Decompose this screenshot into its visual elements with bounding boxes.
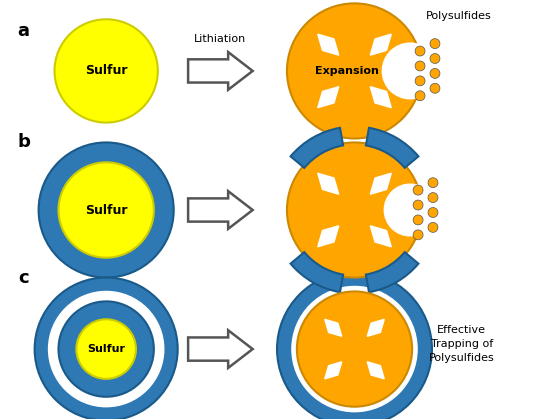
- Text: Lithiation: Lithiation: [194, 34, 246, 44]
- Circle shape: [58, 162, 154, 258]
- Polygon shape: [188, 330, 253, 368]
- Circle shape: [54, 19, 158, 123]
- Polygon shape: [318, 34, 339, 55]
- Polygon shape: [370, 173, 391, 194]
- Circle shape: [428, 193, 438, 202]
- Circle shape: [58, 302, 154, 397]
- Polygon shape: [325, 319, 342, 336]
- Text: c: c: [18, 268, 29, 286]
- Circle shape: [430, 53, 440, 63]
- Polygon shape: [367, 362, 384, 379]
- Circle shape: [430, 83, 440, 93]
- Wedge shape: [366, 252, 418, 292]
- Wedge shape: [291, 128, 343, 168]
- Circle shape: [382, 43, 438, 99]
- Text: Expansion: Expansion: [315, 66, 379, 76]
- Circle shape: [76, 319, 136, 379]
- Circle shape: [35, 278, 178, 420]
- Text: Effective
Trapping of
Polysulfides: Effective Trapping of Polysulfides: [429, 325, 494, 363]
- Circle shape: [428, 207, 438, 218]
- Polygon shape: [318, 226, 339, 247]
- Circle shape: [415, 91, 425, 101]
- Text: b: b: [17, 134, 30, 152]
- Circle shape: [430, 68, 440, 79]
- Text: Sulfur: Sulfur: [85, 204, 128, 216]
- Polygon shape: [318, 87, 339, 108]
- Polygon shape: [318, 173, 339, 194]
- Circle shape: [428, 223, 438, 232]
- Circle shape: [49, 291, 164, 407]
- Text: Polysulfides: Polysulfides: [426, 11, 492, 21]
- Circle shape: [287, 142, 422, 278]
- Polygon shape: [370, 226, 391, 247]
- Circle shape: [428, 178, 438, 188]
- Circle shape: [415, 76, 425, 86]
- Circle shape: [413, 185, 423, 195]
- Circle shape: [413, 230, 423, 240]
- Circle shape: [297, 291, 412, 407]
- Circle shape: [415, 61, 425, 71]
- Circle shape: [430, 39, 440, 49]
- Circle shape: [415, 46, 425, 56]
- Polygon shape: [325, 362, 342, 379]
- Polygon shape: [188, 191, 253, 229]
- Circle shape: [413, 200, 423, 210]
- Circle shape: [413, 215, 423, 225]
- Polygon shape: [370, 87, 391, 108]
- Wedge shape: [366, 128, 418, 168]
- Circle shape: [277, 272, 432, 420]
- Circle shape: [292, 286, 417, 412]
- Wedge shape: [291, 252, 343, 292]
- Polygon shape: [188, 52, 253, 90]
- Text: Sulfur: Sulfur: [87, 344, 125, 354]
- Text: a: a: [18, 22, 30, 40]
- Text: Sulfur: Sulfur: [85, 64, 128, 77]
- Circle shape: [384, 184, 436, 236]
- Polygon shape: [370, 34, 391, 55]
- Polygon shape: [367, 319, 384, 336]
- Circle shape: [287, 3, 422, 139]
- Circle shape: [39, 142, 174, 278]
